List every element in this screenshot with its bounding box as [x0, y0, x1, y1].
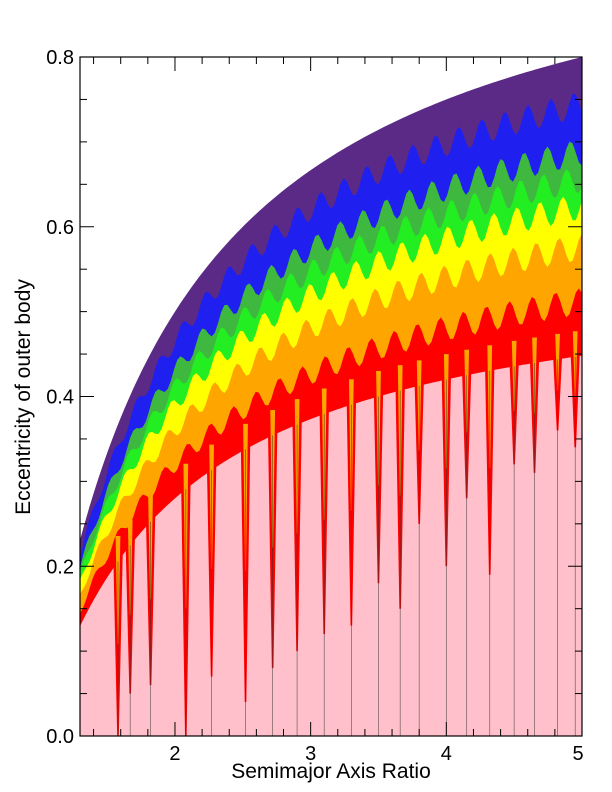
x-tick-label: 5	[572, 743, 583, 765]
axis-ticks	[80, 56, 583, 737]
y-tick-label: 0.4	[46, 387, 74, 409]
color-band-7	[80, 355, 582, 736]
x-tick-label: 2	[169, 743, 180, 765]
x-tick-label: 4	[441, 743, 452, 765]
y-tick-label: 0.6	[46, 217, 74, 239]
y-axis-title: Eccentricity of outer body	[12, 279, 35, 515]
x-axis-title: Semimajor Axis Ratio	[231, 760, 431, 783]
tick-labels: 2 3 4 5 0.0 0.2 0.4 0.6 0.8	[46, 47, 583, 765]
color-bands	[80, 57, 582, 736]
y-tick-label: 0.8	[46, 47, 74, 69]
resonance-lines	[117, 356, 576, 736]
y-tick-label: 0.0	[46, 726, 74, 748]
y-tick-label: 0.2	[46, 556, 74, 578]
x-tick-label: 3	[305, 743, 316, 765]
